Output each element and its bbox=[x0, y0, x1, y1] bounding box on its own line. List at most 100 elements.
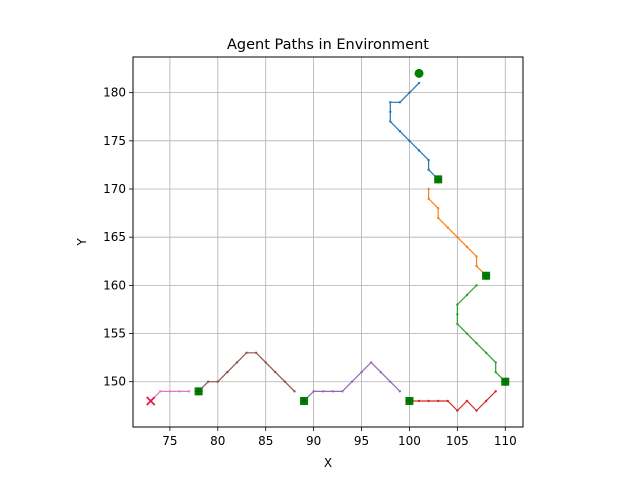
series-point-2 bbox=[475, 264, 478, 268]
series-point-5 bbox=[360, 370, 363, 374]
series-point-1 bbox=[398, 101, 402, 104]
series-line-1 bbox=[389, 82, 439, 180]
series-point-6 bbox=[254, 351, 258, 355]
start-marker bbox=[414, 68, 424, 78]
series-point-4 bbox=[427, 399, 430, 403]
series-point-5 bbox=[389, 380, 392, 383]
end-marker bbox=[146, 396, 156, 406]
series-point-1 bbox=[389, 110, 392, 114]
series-point-2 bbox=[465, 245, 469, 249]
series-point-3 bbox=[456, 313, 459, 316]
grid-lines bbox=[133, 57, 523, 427]
series-point-2 bbox=[436, 207, 440, 210]
y-tick-label: 150 bbox=[103, 375, 126, 389]
y-tick-label: 170 bbox=[103, 182, 126, 196]
series-line-6 bbox=[198, 352, 295, 392]
series-point-7 bbox=[159, 390, 162, 393]
series-point-1 bbox=[427, 168, 430, 171]
series-point-5 bbox=[369, 361, 373, 364]
series-point-3 bbox=[465, 332, 469, 335]
series-point-5 bbox=[350, 380, 354, 383]
series-point-3 bbox=[494, 361, 497, 364]
waypoint-marker bbox=[300, 396, 309, 405]
chart-title: Agent Paths in Environment bbox=[227, 37, 429, 53]
waypoint-marker bbox=[194, 387, 203, 396]
series-point-2 bbox=[427, 197, 430, 200]
plot-frame bbox=[132, 56, 524, 428]
x-tick-label: 75 bbox=[162, 434, 177, 448]
x-axis-ticks: 75 80 85 90 95 100 105 110 bbox=[162, 427, 517, 448]
waypoint-marker bbox=[405, 396, 414, 405]
waypoint-marker bbox=[482, 271, 491, 280]
series-layer bbox=[149, 81, 507, 412]
series-point-2 bbox=[427, 187, 430, 191]
series-point-6 bbox=[283, 380, 287, 383]
series-point-4 bbox=[417, 399, 421, 403]
y-tick-label: 155 bbox=[103, 327, 126, 341]
series-point-3 bbox=[465, 293, 469, 297]
series-point-3 bbox=[456, 322, 459, 326]
series-point-1 bbox=[417, 81, 421, 85]
x-tick-label: 90 bbox=[306, 434, 321, 448]
series-point-7 bbox=[168, 390, 172, 393]
y-axis-label: Y bbox=[75, 238, 89, 247]
series-point-5 bbox=[398, 390, 402, 393]
series-point-4 bbox=[456, 409, 459, 412]
y-tick-label: 165 bbox=[103, 230, 126, 244]
series-point-6 bbox=[235, 361, 239, 364]
series-point-1 bbox=[398, 129, 402, 133]
waypoint-marker bbox=[501, 377, 510, 386]
series-point-5 bbox=[341, 390, 344, 393]
x-axis-label: X bbox=[324, 456, 332, 470]
series-point-3 bbox=[475, 341, 478, 345]
series-point-7 bbox=[187, 390, 191, 393]
series-point-1 bbox=[417, 149, 421, 152]
series-point-6 bbox=[216, 380, 220, 383]
series-point-2 bbox=[446, 226, 449, 229]
series-point-1 bbox=[408, 139, 411, 143]
series-point-3 bbox=[456, 303, 459, 306]
series-point-6 bbox=[293, 390, 296, 393]
series-point-5 bbox=[322, 390, 325, 393]
series-point-2 bbox=[475, 255, 478, 258]
series-line-4 bbox=[409, 390, 497, 412]
series-point-2 bbox=[456, 235, 459, 239]
x-tick-label: 85 bbox=[258, 434, 273, 448]
series-point-6 bbox=[226, 370, 229, 374]
y-tick-label: 160 bbox=[103, 278, 126, 292]
series-point-4 bbox=[446, 399, 449, 403]
series-point-5 bbox=[312, 390, 315, 393]
series-point-1 bbox=[408, 91, 411, 94]
x-tick-label: 105 bbox=[446, 434, 469, 448]
series-point-5 bbox=[379, 370, 382, 374]
y-tick-label: 180 bbox=[103, 86, 126, 100]
series-point-4 bbox=[484, 399, 488, 403]
marker-layer bbox=[146, 68, 510, 406]
series-point-6 bbox=[274, 370, 277, 374]
series-point-3 bbox=[494, 370, 497, 374]
series-point-3 bbox=[475, 284, 478, 287]
series-point-4 bbox=[465, 399, 469, 403]
series-point-4 bbox=[494, 390, 497, 393]
x-tick-label: 110 bbox=[494, 434, 517, 448]
series-point-7 bbox=[178, 390, 181, 393]
series-point-5 bbox=[331, 390, 334, 393]
series-point-4 bbox=[475, 409, 478, 412]
series-point-3 bbox=[484, 351, 488, 355]
series-point-1 bbox=[389, 120, 392, 123]
series-point-6 bbox=[264, 361, 267, 364]
y-tick-label: 175 bbox=[103, 134, 126, 148]
x-tick-label: 80 bbox=[210, 434, 225, 448]
series-point-1 bbox=[427, 158, 430, 162]
series-point-6 bbox=[245, 351, 248, 355]
waypoint-marker bbox=[434, 175, 443, 184]
series-point-6 bbox=[207, 380, 210, 383]
x-tick-label: 95 bbox=[354, 434, 369, 448]
series-line-2 bbox=[428, 189, 487, 277]
series-point-1 bbox=[389, 101, 392, 104]
x-tick-label: 100 bbox=[398, 434, 421, 448]
series-point-4 bbox=[436, 399, 440, 403]
series-point-2 bbox=[436, 216, 440, 220]
y-axis-ticks: 150 155 160 165 170 175 180 bbox=[103, 86, 133, 389]
